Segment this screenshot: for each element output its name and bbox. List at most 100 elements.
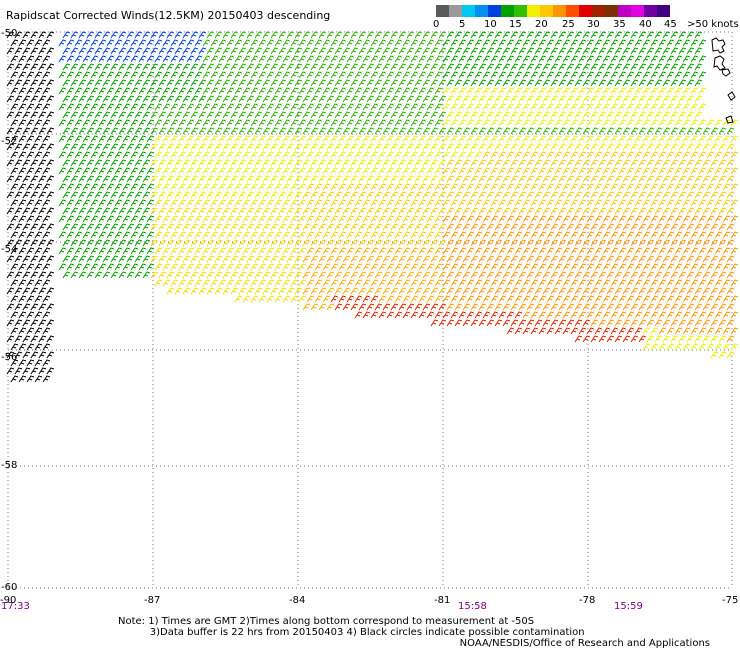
wind-barb bbox=[454, 175, 463, 183]
wind-barb bbox=[682, 71, 691, 79]
wind-barb bbox=[522, 263, 531, 271]
wind-barb bbox=[446, 127, 455, 135]
wind-barb bbox=[282, 39, 291, 47]
wind-barb bbox=[126, 47, 135, 55]
wind-barb bbox=[142, 255, 151, 263]
wind-barb bbox=[422, 271, 431, 279]
wind-barb bbox=[514, 231, 523, 239]
wind-barb bbox=[614, 271, 623, 279]
wind-barb bbox=[330, 295, 339, 303]
wind-barb bbox=[518, 207, 527, 215]
wind-barb bbox=[222, 271, 231, 279]
wind-barb bbox=[250, 231, 259, 239]
wind-barb bbox=[58, 183, 67, 191]
wind-barb bbox=[430, 127, 439, 135]
wind-barb bbox=[446, 47, 455, 55]
wind-barb bbox=[622, 335, 631, 343]
wind-barb bbox=[262, 239, 271, 247]
wind-barb bbox=[310, 239, 319, 247]
wind-barb bbox=[434, 263, 443, 271]
wind-barb bbox=[146, 231, 155, 239]
wind-barb bbox=[342, 271, 351, 279]
wind-barb bbox=[86, 31, 95, 39]
wind-barb bbox=[322, 295, 331, 303]
wind-barb bbox=[318, 111, 327, 119]
wind-barb bbox=[34, 135, 43, 143]
wind-barb bbox=[418, 231, 427, 239]
wind-barb bbox=[86, 239, 95, 247]
wind-barb bbox=[186, 167, 195, 175]
wind-barb bbox=[598, 127, 607, 135]
wind-barbs bbox=[6, 31, 739, 383]
map-title: Rapidscat Corrected Winds(12.5KM) 201504… bbox=[6, 9, 331, 22]
wind-barb bbox=[666, 279, 675, 287]
wind-barb bbox=[34, 39, 43, 47]
wind-barb bbox=[530, 119, 539, 127]
scale-label: 25 bbox=[562, 19, 575, 30]
wind-barb bbox=[470, 223, 479, 231]
wind-barb bbox=[118, 159, 127, 167]
wind-barb bbox=[574, 175, 583, 183]
wind-barb bbox=[506, 119, 515, 127]
wind-barb bbox=[554, 87, 563, 95]
wind-barb bbox=[594, 199, 603, 207]
wind-barb bbox=[34, 375, 43, 383]
wind-barb bbox=[518, 63, 527, 71]
wind-barb bbox=[150, 223, 159, 231]
wind-barb bbox=[18, 343, 27, 351]
wind-barb bbox=[522, 87, 531, 95]
wind-barb bbox=[386, 247, 395, 255]
wind-barb bbox=[578, 103, 587, 111]
wind-barb bbox=[686, 239, 695, 247]
wind-barb bbox=[562, 327, 571, 335]
wind-barb bbox=[382, 111, 391, 119]
wind-barb bbox=[666, 71, 675, 79]
wind-barb bbox=[694, 63, 703, 71]
wind-barb bbox=[506, 231, 515, 239]
wind-barb bbox=[414, 143, 423, 151]
wind-barb bbox=[526, 175, 535, 183]
wind-barb bbox=[162, 247, 171, 255]
wind-barb bbox=[650, 183, 659, 191]
wind-barb bbox=[362, 135, 371, 143]
wind-barb bbox=[182, 111, 191, 119]
wind-barb bbox=[366, 207, 375, 215]
wind-barb bbox=[174, 79, 183, 87]
wind-barb bbox=[342, 255, 351, 263]
wind-barb bbox=[182, 159, 191, 167]
wind-barb bbox=[442, 55, 451, 63]
wind-barb bbox=[34, 71, 43, 79]
wind-barb bbox=[198, 207, 207, 215]
wind-barb bbox=[662, 319, 671, 327]
wind-barb bbox=[270, 255, 279, 263]
wind-barb bbox=[330, 39, 339, 47]
wind-barb bbox=[594, 151, 603, 159]
wind-barb bbox=[202, 103, 211, 111]
wind-barb bbox=[294, 239, 303, 247]
wind-barb bbox=[94, 47, 103, 55]
wind-barb bbox=[118, 127, 127, 135]
wind-barb bbox=[714, 295, 723, 303]
wind-barb bbox=[502, 255, 511, 263]
wind-barb bbox=[162, 151, 171, 159]
wind-barb bbox=[386, 135, 395, 143]
wind-barb bbox=[102, 79, 111, 87]
wind-barb bbox=[562, 119, 571, 127]
wind-barb bbox=[194, 215, 203, 223]
wind-barb bbox=[138, 167, 147, 175]
wind-barb bbox=[598, 63, 607, 71]
wind-barb bbox=[442, 295, 451, 303]
wind-barb bbox=[230, 63, 239, 71]
wind-barb bbox=[714, 247, 723, 255]
wind-barb bbox=[162, 279, 171, 287]
wind-barb bbox=[230, 191, 239, 199]
wind-barb bbox=[166, 207, 175, 215]
wind-barb bbox=[470, 63, 479, 71]
wind-barb bbox=[494, 175, 503, 183]
wind-barb bbox=[154, 135, 163, 143]
scale-swatch bbox=[618, 5, 631, 17]
wind-barb bbox=[26, 263, 35, 271]
wind-barb bbox=[478, 111, 487, 119]
wind-barb bbox=[306, 279, 315, 287]
axis-labels: -50 -52 -54 -56 -58 -60 -90 -87 -84 -81 … bbox=[0, 28, 738, 612]
